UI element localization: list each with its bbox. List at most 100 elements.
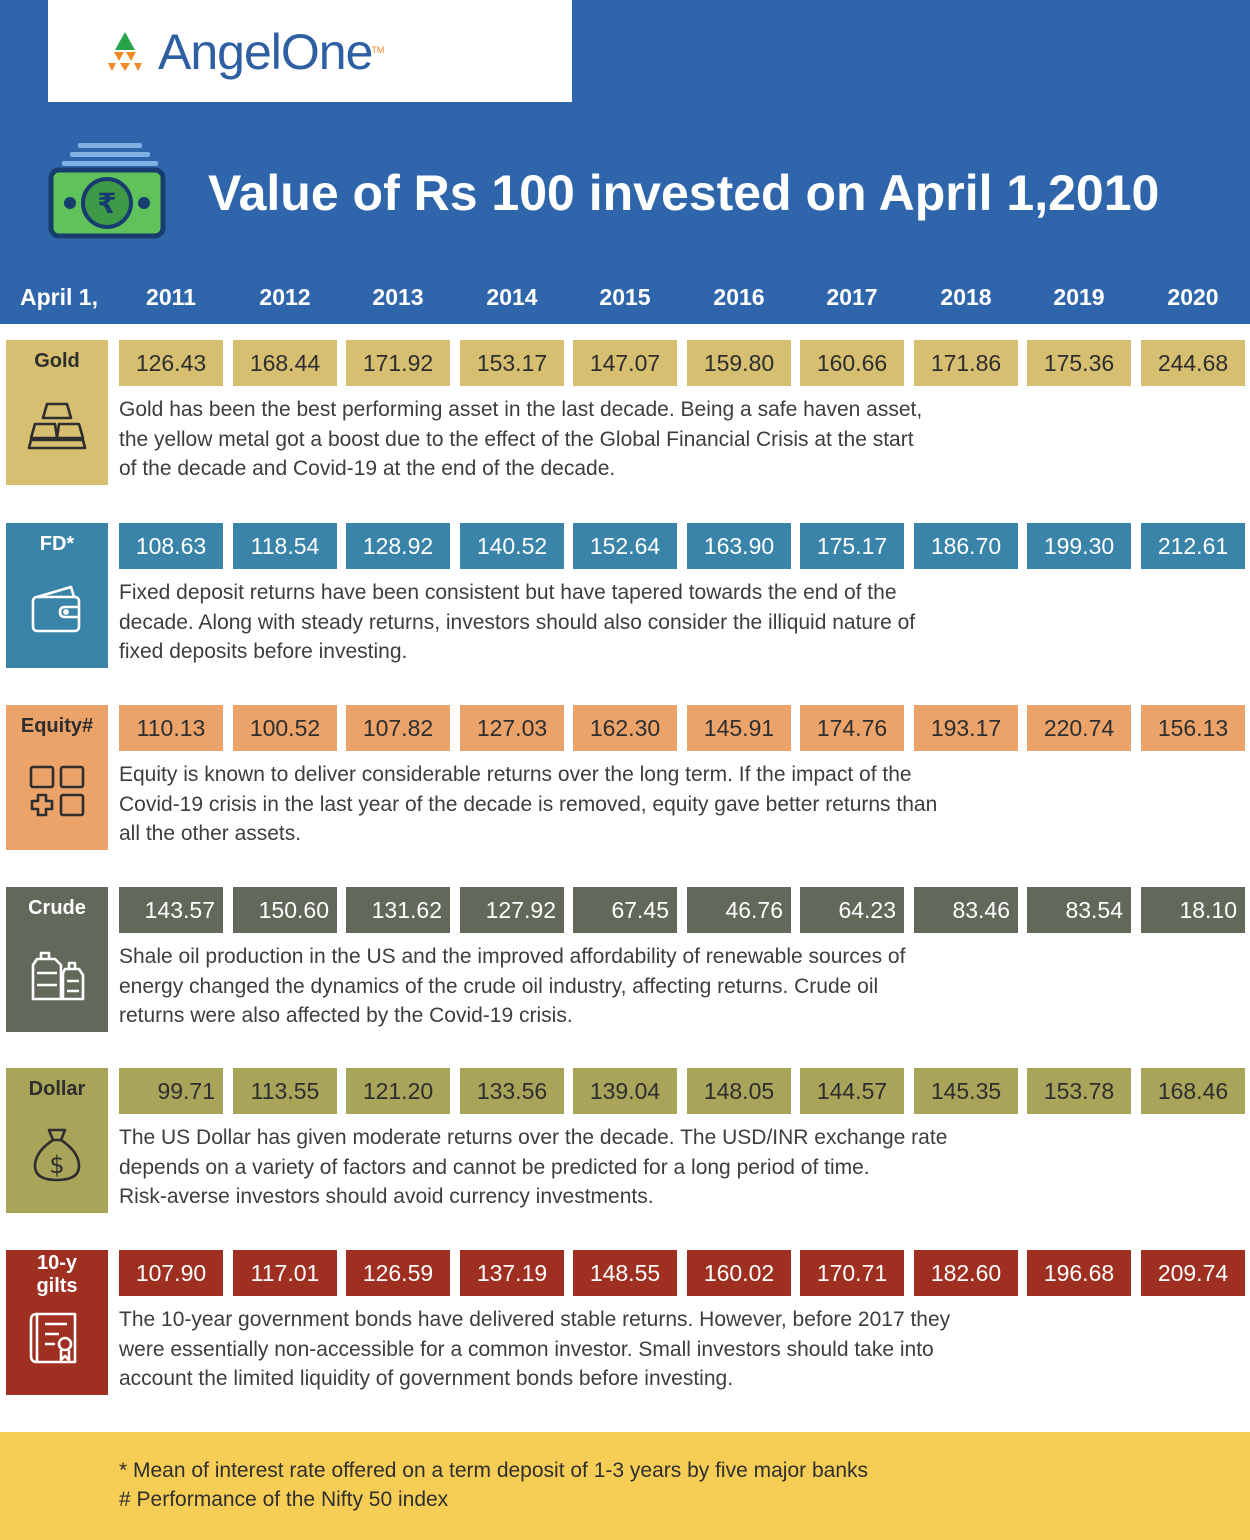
- value-cell: 83.46: [914, 887, 1018, 933]
- value-cell: 147.07: [573, 340, 677, 386]
- value-cell: 107.82: [346, 705, 450, 751]
- value-cell: 193.17: [914, 705, 1018, 751]
- money-icon: ₹: [48, 143, 166, 239]
- value-cell: 171.92: [346, 340, 450, 386]
- value-cell: 220.74: [1027, 705, 1131, 751]
- logo: AngelOne TM: [48, 0, 572, 102]
- value-cell: 168.44: [233, 340, 337, 386]
- asset-description: The US Dollar has given moderate returns…: [119, 1123, 1139, 1212]
- asset-row-crude: Crude 143.57 150.60 131.62 127.92 67.45 …: [0, 887, 1250, 1033]
- description-line: Covid-19 crisis in the last year of the …: [119, 792, 938, 816]
- value-cell: 126.59: [346, 1250, 450, 1296]
- value-cell: 117.01: [233, 1250, 337, 1296]
- value-cell: 127.03: [460, 705, 564, 751]
- asset-description: Shale oil production in the US and the i…: [119, 942, 1139, 1031]
- description-line: The 10-year government bonds have delive…: [119, 1308, 951, 1331]
- asset-name: 10-y gilts: [6, 1252, 108, 1298]
- trademark-mark: TM: [371, 45, 385, 55]
- value-cell: 212.61: [1141, 523, 1245, 569]
- value-cell: 160.66: [800, 340, 904, 386]
- year-label: 2017: [826, 284, 878, 310]
- value-cell: 159.80: [687, 340, 791, 386]
- value-cell: 144.57: [800, 1068, 904, 1114]
- year-label: 2018: [940, 284, 992, 310]
- footnote-fd: * Mean of interest rate offered on a ter…: [119, 1459, 868, 1482]
- value-cell: 110.13: [119, 705, 223, 751]
- value-cell: 174.76: [800, 705, 904, 751]
- value-cell: 168.46: [1141, 1068, 1245, 1114]
- asset-row-equity: Equity# 110.13 100.52 107.82 127.03 162.…: [0, 705, 1250, 851]
- value-cell: 186.70: [914, 523, 1018, 569]
- value-cell: 196.68: [1027, 1250, 1131, 1296]
- value-cell: 100.52: [233, 705, 337, 751]
- value-cell: 182.60: [914, 1250, 1018, 1296]
- asset-label-crude: Crude: [6, 887, 108, 1032]
- value-cell: 99.71: [119, 1068, 223, 1114]
- angel-one-logo-mark: [108, 32, 142, 71]
- value-cell: 127.92: [460, 887, 564, 933]
- description-line: account the limited liquidity of governm…: [119, 1367, 734, 1390]
- value-cell: 156.13: [1141, 705, 1245, 751]
- footnote-equity: # Performance of the Nifty 50 index: [119, 1488, 449, 1511]
- description-line: all the other assets.: [119, 822, 302, 845]
- value-cell: 118.54: [233, 523, 337, 569]
- value-cell: 148.55: [573, 1250, 677, 1296]
- money-bag-icon: $: [33, 1128, 81, 1182]
- value-cell: 139.04: [573, 1068, 677, 1114]
- wallet-icon: [31, 585, 81, 633]
- value-cell: 46.76: [687, 887, 791, 933]
- year-label: 2011: [146, 284, 196, 310]
- description-line: returns were also affected by the Covid-…: [119, 1004, 573, 1027]
- asset-name: Dollar: [28, 1078, 86, 1100]
- description-line: of the decade and Covid-19 at the end of…: [119, 457, 616, 480]
- value-cell: 143.57: [119, 887, 223, 933]
- year-label: 2013: [372, 284, 424, 310]
- header: AngelOne TM ₹ Value of Rs 100 invested o…: [0, 0, 1250, 270]
- year-label: 2014: [486, 284, 538, 310]
- asset-row-gilts: 10-y gilts 107.90 117.01 126.59 137.19 1…: [0, 1250, 1250, 1396]
- value-cell: 150.60: [233, 887, 337, 933]
- year-label: 2015: [599, 284, 651, 310]
- value-cell: 163.90: [687, 523, 791, 569]
- description-line: Risk-averse investors should avoid curre…: [119, 1185, 654, 1208]
- value-cell: 145.35: [914, 1068, 1018, 1114]
- year-label: 2019: [1053, 284, 1105, 310]
- asset-name: Equity#: [20, 715, 94, 737]
- year-label: 2012: [259, 284, 311, 310]
- description-line: Fixed deposit returns have been consiste…: [119, 581, 897, 604]
- asset-label-gilts: 10-y gilts: [6, 1250, 108, 1395]
- value-cell: 199.30: [1027, 523, 1131, 569]
- description-line: Equity is known to deliver considerable …: [119, 763, 912, 786]
- asset-name-line: gilts: [36, 1275, 78, 1297]
- asset-description: Fixed deposit returns have been consiste…: [119, 578, 1139, 667]
- description-line: The US Dollar has given moderate returns…: [119, 1126, 948, 1149]
- asset-label-equity: Equity#: [6, 705, 108, 850]
- value-cell: 121.20: [346, 1068, 450, 1114]
- value-cell: 108.63: [119, 523, 223, 569]
- value-cell: 175.17: [800, 523, 904, 569]
- description-line: decade. Along with steady returns, inves…: [119, 610, 916, 634]
- value-cell: 113.55: [233, 1068, 337, 1114]
- value-cell: 131.62: [346, 887, 450, 933]
- value-cell: 162.30: [573, 705, 677, 751]
- description-line: Shale oil production in the US and the i…: [119, 945, 906, 968]
- value-cell: 126.43: [119, 340, 223, 386]
- year-label: 2016: [713, 284, 765, 310]
- asset-label-dollar: Dollar $: [6, 1068, 108, 1213]
- value-cell: 209.74: [1141, 1250, 1245, 1296]
- value-cell: 64.23: [800, 887, 904, 933]
- svg-text:₹: ₹: [97, 187, 116, 220]
- value-cell: 145.91: [687, 705, 791, 751]
- oil-cans-icon: [31, 951, 85, 1001]
- chart-title: Value of Rs 100 invested on April 1,2010: [208, 165, 1160, 221]
- row-header-label: April 1,: [20, 284, 98, 310]
- gold-bars-icon: [27, 402, 87, 450]
- asset-name: FD*: [39, 533, 75, 555]
- value-cell: 160.02: [687, 1250, 791, 1296]
- year-header-row: April 1, 2011 2012 2013 2014 2015 2016 2…: [0, 270, 1250, 324]
- svg-text:$: $: [49, 1151, 64, 1179]
- asset-row-gold: Gold 126.43 168.44 171.92 153.17 147.07 …: [0, 340, 1250, 486]
- asset-name: Crude: [28, 897, 86, 919]
- value-cell: 67.45: [573, 887, 677, 933]
- description-line: depends on a variety of factors and cann…: [119, 1155, 870, 1179]
